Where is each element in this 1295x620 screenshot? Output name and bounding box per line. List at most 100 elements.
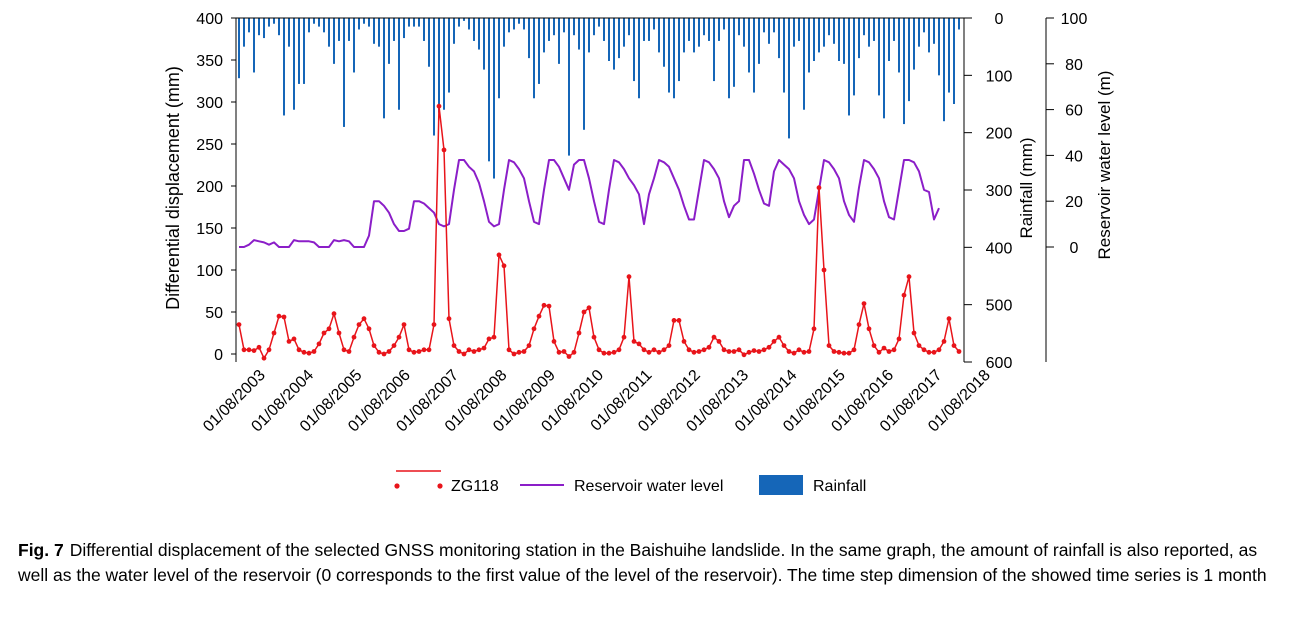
legend-label-rainfall: Rainfall <box>813 478 866 495</box>
rainfall-bar <box>833 18 835 44</box>
rainfall-bar <box>398 18 400 110</box>
zg118-point <box>636 341 642 347</box>
water-tick-label: 40 <box>1065 148 1083 165</box>
zg118-point <box>601 350 607 356</box>
zg118-point <box>671 318 677 323</box>
rainfall-bar <box>448 18 450 93</box>
rainfall-bar <box>368 18 370 27</box>
rainfall-bar <box>443 18 445 110</box>
rainfall-bar <box>778 18 780 59</box>
rainfall-bar <box>723 18 725 30</box>
legend-item-water: Reservoir water level <box>520 478 723 495</box>
rainfall-bar <box>798 18 800 41</box>
rainfall-bar <box>633 18 635 82</box>
rainfall-bar <box>438 18 440 113</box>
zg118-point <box>456 349 462 354</box>
rainfall-bar <box>628 18 630 36</box>
zg118-point <box>676 318 682 323</box>
figure-label: Fig. 7 <box>18 540 64 560</box>
zg118-point <box>756 349 762 354</box>
rainfall-bar <box>313 18 315 24</box>
zg118-point <box>796 347 802 353</box>
zg118-point <box>506 347 512 353</box>
rainfall-bar <box>538 18 540 84</box>
rainfall-bar <box>928 18 930 53</box>
left-tick-label: 200 <box>196 179 223 196</box>
rainfall-bar <box>828 18 830 36</box>
water-tick-label: 80 <box>1065 57 1083 74</box>
rainfall-bar <box>593 18 595 36</box>
zg118-point <box>426 347 432 353</box>
zg118-point <box>381 351 387 357</box>
rainfall-bar <box>718 18 720 41</box>
zg118-point <box>876 349 882 355</box>
rainfall-bar <box>733 18 735 87</box>
zg118-point <box>396 334 402 340</box>
rainfall-bar <box>883 18 885 119</box>
zg118-point <box>476 347 482 353</box>
rainfall-bar <box>603 18 605 41</box>
rainfall-bar <box>868 18 870 47</box>
zg118-point <box>761 347 767 353</box>
figure-caption: Fig. 7 Differential displacement of the s… <box>18 538 1280 588</box>
zg118-point <box>611 349 617 355</box>
zg118-point <box>616 347 622 353</box>
rainfall-bar <box>953 18 955 104</box>
zg118-point <box>421 347 427 353</box>
rainfall-bar <box>293 18 295 110</box>
zg118-point <box>496 252 502 258</box>
rainfall-bar <box>458 18 460 27</box>
zg118-point <box>906 274 912 280</box>
zg118-point <box>431 322 437 327</box>
rainfall-bar <box>343 18 345 127</box>
rainfall-bar <box>813 18 815 61</box>
zg118-point <box>596 347 602 353</box>
rainfall-bar <box>613 18 615 70</box>
rainfall-tick-label: 400 <box>986 240 1013 257</box>
rainfall-bar <box>658 18 660 53</box>
left-axis-ticks: 0 50 100 150 200 250 300 350 400 <box>196 11 236 364</box>
zg118-point <box>571 349 577 355</box>
rainfall-bar <box>358 18 360 30</box>
rainfall-bar <box>253 18 255 73</box>
zg118-point <box>821 267 827 273</box>
rainfall-tick-label: 600 <box>986 355 1013 372</box>
zg118-point <box>661 347 667 353</box>
y-axis-label-left: Differential displacement (mm) <box>163 66 183 310</box>
rainfall-bar <box>333 18 335 64</box>
zg118-point <box>406 347 412 353</box>
rainfall-bar <box>283 18 285 116</box>
zg118-point <box>591 334 597 340</box>
zg118-point <box>871 343 877 348</box>
rainfall-bar <box>328 18 330 47</box>
zg118-point <box>386 349 392 354</box>
zg118-point <box>886 349 892 354</box>
left-tick-label: 300 <box>196 95 223 112</box>
zg118-point <box>856 322 862 327</box>
zg118-point <box>436 103 442 109</box>
rainfall-bar <box>533 18 535 99</box>
zg118-point <box>711 334 717 340</box>
rainfall-bar <box>863 18 865 36</box>
rainfall-tick-label: 100 <box>986 68 1013 85</box>
zg118-point <box>841 350 847 356</box>
rainfall-bar <box>753 18 755 93</box>
zg118-point <box>721 347 727 353</box>
rainfall-bar <box>938 18 940 76</box>
rainfall-bar <box>518 18 520 24</box>
rainfall-tick-label: 0 <box>995 11 1004 28</box>
rainfall-tick-label: 200 <box>986 126 1013 143</box>
zg118-point <box>901 292 907 298</box>
zg118-point <box>626 274 632 280</box>
rainfall-bar <box>888 18 890 61</box>
rainfall-bar <box>548 18 550 41</box>
rainfall-bar <box>683 18 685 53</box>
rainfall-bar <box>353 18 355 73</box>
rainfall-bar <box>648 18 650 41</box>
rainfall-bar <box>323 18 325 33</box>
water-level-axis-ticks: 0 20 40 60 80 100 <box>1046 11 1087 257</box>
zg118-point <box>681 339 687 344</box>
rainfall-bar <box>408 18 410 27</box>
zg118-point <box>646 349 652 355</box>
rainfall-bar <box>423 18 425 41</box>
